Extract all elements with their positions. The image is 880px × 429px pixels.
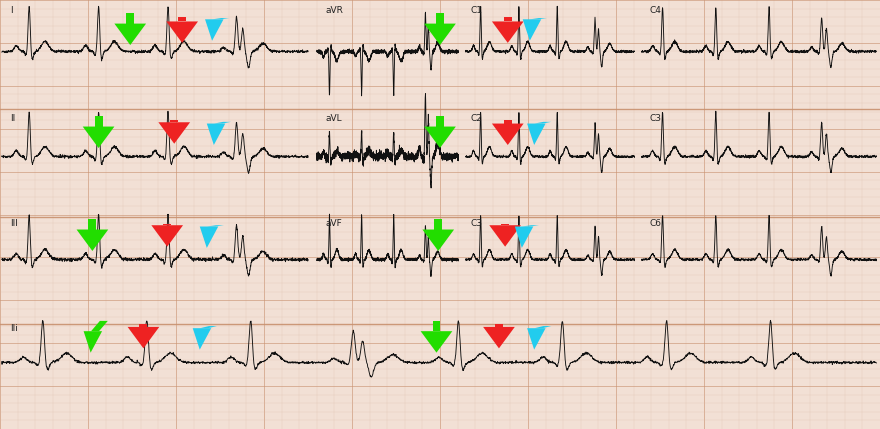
Polygon shape: [166, 21, 198, 43]
Polygon shape: [151, 225, 183, 247]
Text: aVR: aVR: [326, 6, 343, 15]
Text: C6: C6: [649, 219, 662, 228]
Text: C3: C3: [649, 114, 662, 123]
Polygon shape: [435, 219, 442, 230]
Polygon shape: [492, 124, 524, 145]
Polygon shape: [483, 327, 515, 348]
Text: C3: C3: [471, 219, 483, 228]
Text: I: I: [11, 6, 13, 15]
Polygon shape: [127, 13, 135, 24]
Polygon shape: [83, 127, 114, 148]
Polygon shape: [433, 321, 440, 331]
Polygon shape: [114, 24, 146, 45]
Polygon shape: [213, 18, 229, 19]
Polygon shape: [492, 21, 524, 43]
Polygon shape: [171, 120, 179, 122]
Text: II: II: [11, 114, 16, 123]
Polygon shape: [424, 127, 456, 148]
Text: aVF: aVF: [326, 219, 342, 228]
Polygon shape: [515, 227, 533, 248]
Polygon shape: [207, 124, 225, 145]
Polygon shape: [139, 324, 148, 327]
Polygon shape: [503, 17, 511, 21]
Polygon shape: [436, 13, 444, 24]
Polygon shape: [530, 18, 547, 19]
Polygon shape: [424, 24, 456, 45]
Polygon shape: [527, 124, 546, 145]
Polygon shape: [489, 225, 521, 247]
Polygon shape: [200, 227, 218, 248]
Polygon shape: [205, 19, 224, 41]
Polygon shape: [77, 230, 108, 251]
Polygon shape: [523, 225, 539, 227]
Polygon shape: [422, 230, 454, 251]
Polygon shape: [84, 331, 102, 353]
Polygon shape: [193, 328, 211, 350]
Polygon shape: [201, 326, 216, 328]
Polygon shape: [208, 225, 224, 227]
Text: C1: C1: [471, 6, 483, 15]
Polygon shape: [503, 120, 511, 124]
Polygon shape: [421, 331, 452, 353]
Polygon shape: [535, 122, 551, 124]
Polygon shape: [495, 324, 502, 327]
Polygon shape: [95, 116, 103, 127]
Polygon shape: [436, 116, 444, 127]
Text: IIi: IIi: [11, 324, 18, 333]
Polygon shape: [523, 19, 541, 41]
Text: aVL: aVL: [326, 114, 342, 123]
Polygon shape: [164, 224, 171, 225]
Polygon shape: [535, 326, 551, 328]
Polygon shape: [527, 328, 546, 350]
Polygon shape: [158, 122, 190, 144]
Polygon shape: [215, 122, 231, 124]
Polygon shape: [92, 321, 108, 331]
Text: C4: C4: [649, 6, 661, 15]
Text: III: III: [11, 219, 18, 228]
Text: C2: C2: [471, 114, 482, 123]
Polygon shape: [178, 17, 187, 21]
Polygon shape: [502, 224, 509, 225]
Polygon shape: [128, 327, 159, 348]
Polygon shape: [88, 219, 97, 230]
